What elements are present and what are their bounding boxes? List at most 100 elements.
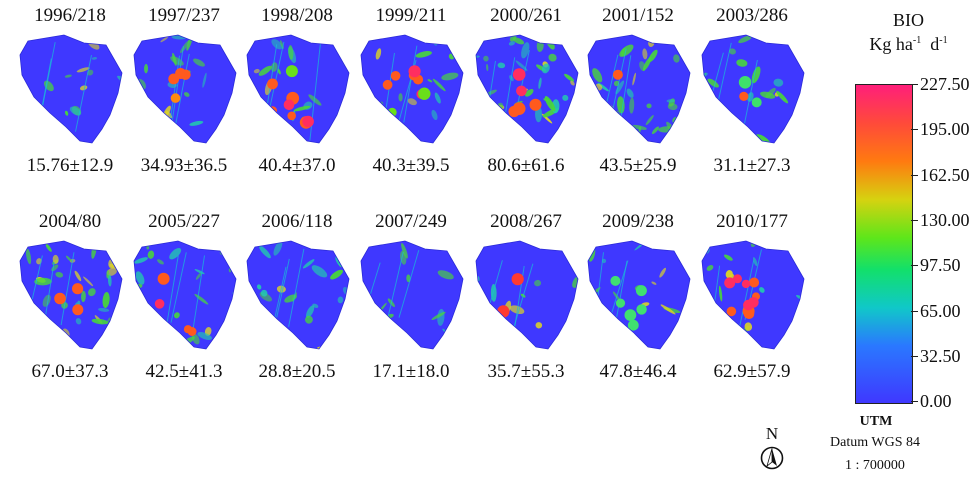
irrigated-field-circle [187, 327, 197, 336]
panel-date-label: 1998/208 [261, 5, 333, 26]
vegetation-patch [476, 287, 477, 292]
panel-date-label: 2008/267 [490, 211, 562, 232]
panel-mean-stat: 67.0±37.3 [31, 361, 109, 382]
vegetation-patch [312, 303, 319, 308]
map-panel: 2003/286 31.1±27.3 [692, 5, 812, 205]
vegetation-patch [483, 55, 489, 62]
vegetation-patch [306, 305, 315, 318]
canal-line [171, 46, 184, 123]
vegetation-patch [135, 271, 145, 285]
canal-line [276, 258, 290, 318]
vegetation-patch [269, 324, 280, 333]
vegetation-patch [144, 63, 149, 74]
vegetation-patch [421, 241, 432, 243]
vegetation-patch [302, 259, 315, 269]
vegetation-patch [65, 255, 73, 262]
vegetation-patch [261, 312, 270, 320]
panel-mean-stat: 28.8±20.5 [258, 361, 336, 382]
vegetation-patch [171, 35, 189, 40]
vegetation-patch [276, 334, 283, 344]
legend-tick-label: 32.50 [911, 345, 961, 366]
vegetation-patch [292, 338, 297, 343]
vegetation-patch [427, 79, 433, 83]
vegetation-patch [262, 127, 278, 132]
vegetation-patch [34, 327, 43, 336]
north-arrow: N [757, 424, 787, 482]
vegetation-patch [74, 270, 82, 282]
irrigated-field-circle [516, 85, 527, 97]
vegetation-patch [260, 289, 268, 297]
irrigated-field-circle [751, 97, 762, 108]
region-outline [19, 240, 123, 350]
vegetation-patch [729, 340, 747, 347]
biomass-map [701, 34, 805, 144]
irrigated-field-circle [726, 306, 737, 317]
vegetation-patch [401, 243, 408, 259]
vegetation-patch [79, 85, 88, 91]
vegetation-patch [521, 42, 530, 59]
vegetation-patch [733, 332, 742, 342]
irrigated-field-circle [175, 68, 187, 79]
biomass-map [475, 240, 579, 350]
vegetation-patch [69, 106, 82, 116]
vegetation-patch [646, 241, 658, 242]
vegetation-patch [415, 51, 432, 58]
biomass-map [470, 34, 579, 144]
map-background [247, 241, 349, 349]
vegetation-patch [411, 145, 418, 154]
irrigated-field-circle [283, 99, 295, 111]
datum-label: Datum WGS 84 [830, 435, 920, 450]
panel-mean-stat: 35.7±55.3 [487, 361, 565, 382]
biomass-map-grid: 1996/218 15.76±12.9 1997/237 34.93±36.5 1998… [19, 5, 812, 411]
vegetation-patch [470, 100, 475, 105]
legend-tick-label: 195.00 [911, 119, 970, 140]
irrigated-field-circle [387, 107, 397, 117]
legend-tick-label: 162.50 [911, 164, 970, 185]
biomass-map [246, 34, 350, 144]
vegetation-patch [606, 110, 619, 119]
vegetation-patch [202, 72, 207, 88]
vegetation-patch [173, 312, 180, 319]
vegetation-patch [173, 344, 181, 349]
vegetation-patch [398, 93, 403, 102]
map-panel: 2009/238 47.8±46.4 [578, 211, 698, 411]
region-outline [360, 240, 464, 350]
vegetation-patch [117, 75, 122, 86]
biomass-map [701, 240, 805, 350]
vegetation-patch [752, 257, 758, 267]
vegetation-patch [524, 88, 534, 97]
region-outline [587, 240, 691, 350]
legend-unit: Kg ha-1 d-1 [869, 34, 948, 54]
vegetation-patch [615, 80, 625, 95]
vegetation-patch [629, 97, 635, 114]
panel-mean-stat: 40.4±37.0 [258, 155, 336, 176]
vegetation-patch [736, 59, 748, 67]
map-background [134, 35, 236, 143]
irrigated-field-circle [610, 275, 621, 286]
vegetation-patch [376, 142, 388, 143]
irrigated-field-circle [287, 111, 296, 121]
vegetation-patch [651, 281, 657, 285]
panel-date-label: 2003/286 [716, 5, 788, 26]
vegetation-patch [385, 133, 396, 141]
vegetation-patch [407, 98, 417, 106]
irrigated-field-circle [285, 65, 298, 78]
region-outline [475, 240, 579, 350]
vegetation-patch [564, 127, 570, 135]
vegetation-patch [601, 128, 606, 137]
irrigated-field-circle [54, 292, 66, 305]
map-panel: 2008/267 35.7±55.3 [466, 211, 586, 411]
map-background [134, 241, 236, 349]
biomass-map [360, 34, 464, 144]
vegetation-patch [160, 36, 169, 43]
vegetation-patch [76, 67, 90, 73]
region-outline [360, 34, 464, 144]
irrigated-field-circle [724, 277, 736, 289]
vegetation-patch [268, 134, 277, 141]
vegetation-patch [796, 317, 804, 327]
vegetation-patch [727, 121, 736, 128]
canal-line [288, 248, 305, 327]
vegetation-patch [45, 243, 52, 252]
vegetation-patch [230, 256, 235, 269]
irrigated-field-circle [743, 299, 754, 311]
